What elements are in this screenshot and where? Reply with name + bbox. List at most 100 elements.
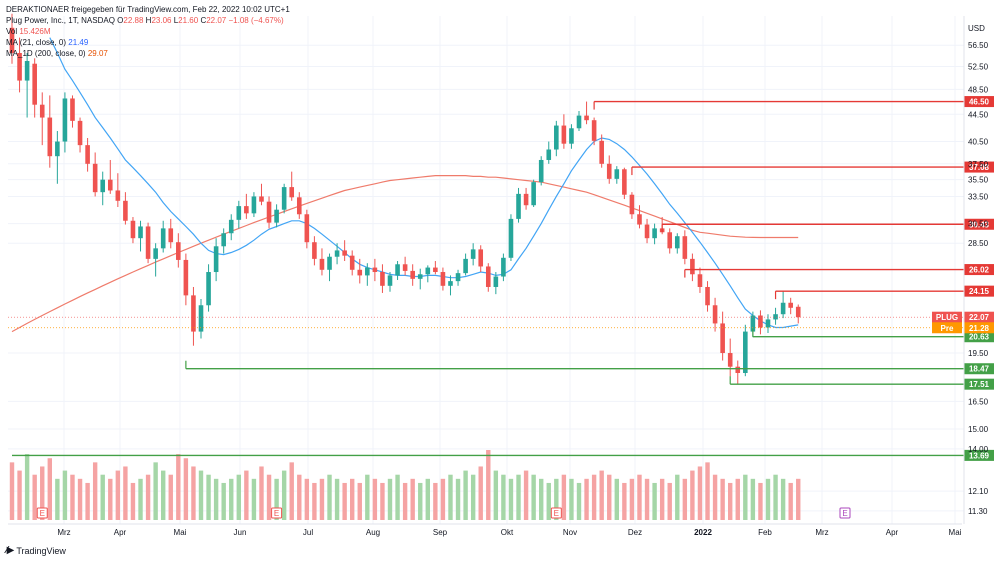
volume-bar xyxy=(380,482,385,520)
candle-body xyxy=(206,272,211,306)
volume-bar xyxy=(357,482,362,520)
volume-bar xyxy=(622,482,627,520)
time-tick-label: Apr xyxy=(886,528,899,537)
volume-bar xyxy=(644,478,650,520)
candle-body xyxy=(727,353,733,367)
volume-bar xyxy=(206,474,211,520)
candle-body xyxy=(160,228,166,249)
volume-bar xyxy=(652,482,657,520)
volume-bar xyxy=(123,466,128,520)
candle-body xyxy=(576,115,582,129)
volume-bar xyxy=(675,474,680,520)
volume-bar xyxy=(266,474,272,520)
candle-body xyxy=(107,179,113,191)
price-tag-name-box xyxy=(932,322,962,334)
candle-body xyxy=(606,163,612,179)
candle-body xyxy=(312,242,317,259)
ma21-line xyxy=(49,37,799,329)
low-value: 21.60 xyxy=(178,16,199,25)
candle-body xyxy=(349,255,355,270)
price-tag-value: 21.28 xyxy=(969,324,990,333)
candle-body xyxy=(9,27,15,53)
candle-body xyxy=(667,232,673,249)
candle-body xyxy=(425,267,431,275)
volume-bar xyxy=(599,470,604,520)
volume-bar xyxy=(24,454,30,520)
level-price-label: 18.47 xyxy=(969,365,990,374)
price-tick-label: 48.50 xyxy=(968,85,989,94)
candle-body xyxy=(720,323,725,354)
volume-bar xyxy=(478,466,483,520)
volume-bar xyxy=(750,478,756,520)
volume-bar xyxy=(168,474,173,520)
level-price-box xyxy=(964,218,994,230)
price-tick-label: 11.30 xyxy=(968,507,988,516)
price-tag-value: 22.07 xyxy=(969,313,990,322)
candle-body xyxy=(168,228,174,243)
candle-body xyxy=(198,305,204,332)
price-tick-label: 14.00 xyxy=(968,445,989,454)
volume-bar xyxy=(130,482,136,520)
candle-body xyxy=(17,52,22,81)
candle-body xyxy=(463,258,468,274)
volume-bar xyxy=(576,482,582,520)
candle-body xyxy=(153,248,158,259)
close-value: 22.07 xyxy=(206,16,227,25)
earnings-marker-box xyxy=(271,507,283,519)
volume-bar xyxy=(32,474,37,520)
volume-bar xyxy=(161,470,166,520)
candle-body xyxy=(682,236,688,259)
candle-body xyxy=(705,286,710,306)
time-tick-label: Dez xyxy=(628,528,642,537)
candle-body xyxy=(795,306,801,318)
volume-bar xyxy=(418,482,423,520)
volume-bar xyxy=(758,482,763,520)
volume-bar xyxy=(387,478,393,520)
volume-bar xyxy=(17,470,22,520)
volume-bar xyxy=(697,466,703,520)
volume-bar xyxy=(667,482,672,520)
level-price-box xyxy=(964,96,994,108)
time-axis[interactable]: Mrz Apr Mai Jun Jul Aug Sep Okt Nov Dez 2022 Feb Mrz… xyxy=(8,523,962,537)
candle-body xyxy=(32,63,37,105)
volume-bar xyxy=(62,470,68,520)
candle-body xyxy=(493,276,499,287)
candle-body xyxy=(538,159,544,183)
candle-body xyxy=(440,272,446,286)
volume-bar xyxy=(334,478,340,520)
level-price-label: 24.15 xyxy=(969,287,990,296)
candle-body xyxy=(213,246,219,273)
tradingview-logo[interactable]: ⁄▶ TradingView xyxy=(6,545,66,556)
price-axis[interactable]: USD 56.50 52.50 48.50 44.50 40.50 37.50 35.50 33… xyxy=(963,16,989,524)
volume-bar xyxy=(796,478,801,520)
volume-label: Vol xyxy=(6,27,18,36)
candle-body xyxy=(591,120,597,141)
volume-bar xyxy=(70,474,75,520)
volume-bar xyxy=(191,466,196,520)
ma200-legend: MA_1D (200, close, 0) 29.07 xyxy=(6,48,290,59)
candle-body xyxy=(637,214,642,225)
level-lines: 46.50 37.08 30.43 26.02 24.15 20.63 18.47 17.51… xyxy=(8,96,994,461)
volume-bar xyxy=(274,478,279,520)
time-tick-label: Mrz xyxy=(815,528,828,537)
price-tag-name: Pre xyxy=(941,324,954,333)
candle-body xyxy=(334,250,340,257)
candle-body xyxy=(402,264,408,271)
candle-body xyxy=(508,218,514,258)
candle-body xyxy=(70,98,75,121)
candle-body xyxy=(176,242,181,260)
candle-body xyxy=(470,249,476,259)
volume-bar xyxy=(440,478,446,520)
time-tick-label: Mai xyxy=(949,528,962,537)
candle-body xyxy=(387,275,393,286)
volume-legend: Vol 15.426M xyxy=(6,26,290,37)
candle-body xyxy=(735,366,741,373)
low-label: L xyxy=(173,16,179,25)
candle-body xyxy=(236,206,242,220)
volume-bar xyxy=(213,478,219,520)
ma21-path xyxy=(49,37,799,329)
time-tick-label: Sep xyxy=(433,528,448,537)
volume-bar xyxy=(735,478,740,520)
